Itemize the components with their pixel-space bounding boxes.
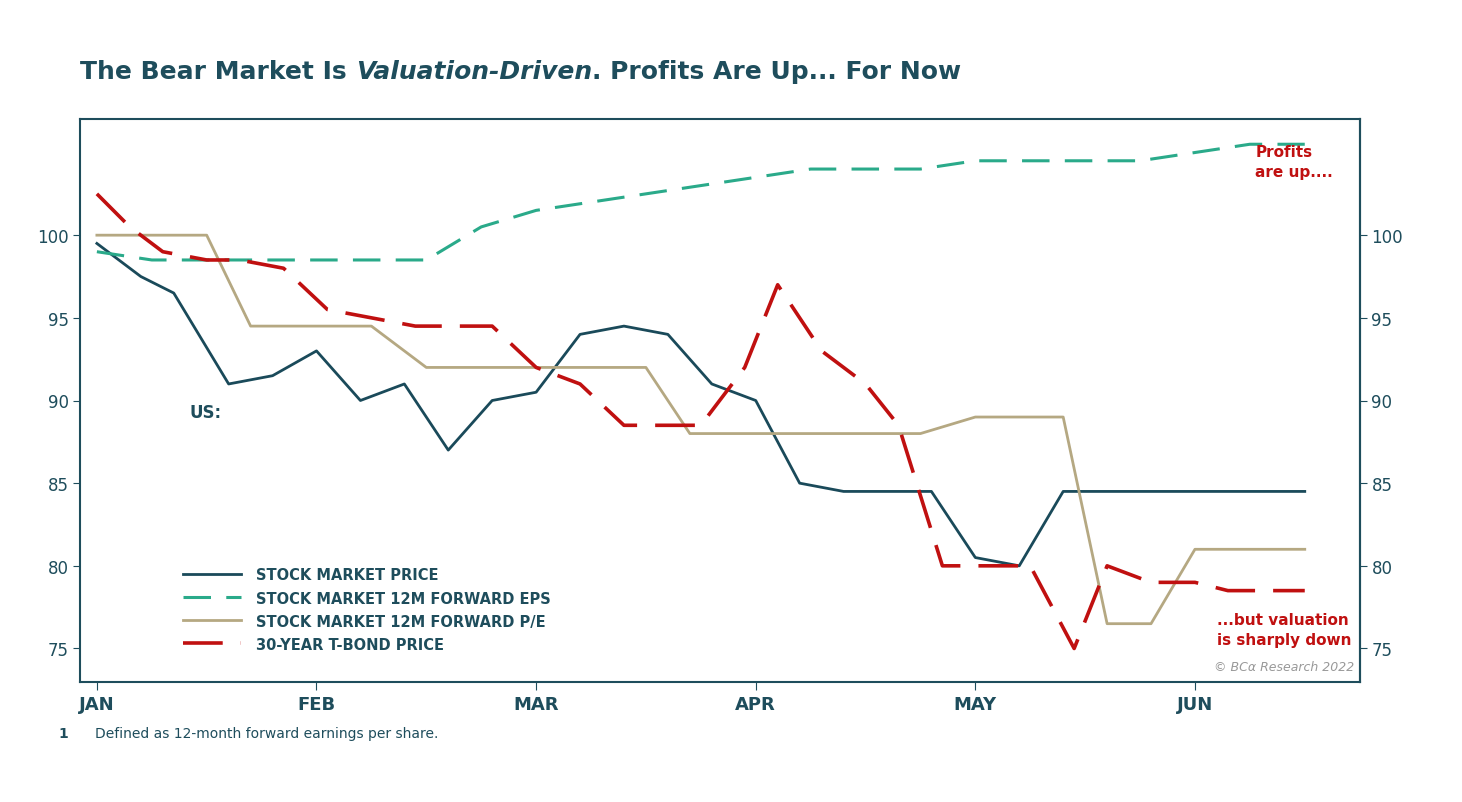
- Text: . Profits Are Up... For Now: . Profits Are Up... For Now: [592, 60, 961, 84]
- Text: Defined as 12-month forward earnings per share.: Defined as 12-month forward earnings per…: [95, 726, 439, 739]
- Text: ...but valuation
is sharply down: ...but valuation is sharply down: [1216, 613, 1351, 647]
- Text: US:: US:: [189, 404, 221, 422]
- Text: The Bear Market Is: The Bear Market Is: [80, 60, 355, 84]
- Text: © BCα Research 2022: © BCα Research 2022: [1213, 661, 1354, 674]
- Text: Valuation-Driven: Valuation-Driven: [355, 60, 592, 84]
- Text: Profits
are up....: Profits are up....: [1256, 145, 1333, 180]
- Text: 1: 1: [58, 726, 69, 739]
- Legend: STOCK MARKET PRICE, STOCK MARKET 12M FORWARD EPS, STOCK MARKET 12M FORWARD P/E, : STOCK MARKET PRICE, STOCK MARKET 12M FOR…: [177, 562, 557, 658]
